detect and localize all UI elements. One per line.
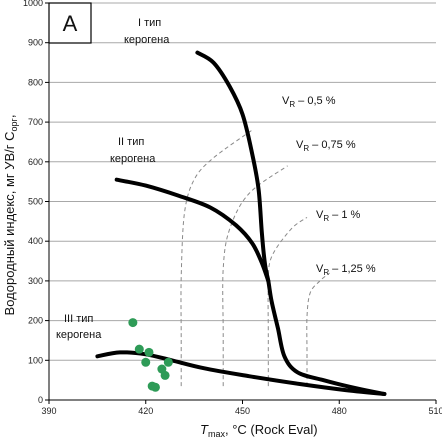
x-tick-label-390: 390 [41, 406, 56, 416]
sample-point-2 [144, 347, 154, 357]
y-tick-label-0: 0 [38, 395, 43, 405]
y-tick-label-600: 600 [28, 157, 43, 167]
panel-label-box [48, 2, 92, 44]
sample-point-1 [134, 344, 144, 354]
x-axis-title: Tmax, °C (Rock Eval) [200, 422, 318, 439]
grid-lines [49, 2, 436, 361]
isoline-label-2: VR – 1 % [316, 209, 361, 223]
isolines [180, 129, 330, 387]
sample-point-0 [128, 318, 138, 328]
kerogen-type-2-line2: керогена [110, 153, 156, 165]
y-tick-label-400: 400 [28, 236, 43, 246]
kerogen-type-1-line2: керогена [124, 34, 170, 46]
sample-point-6 [160, 370, 170, 380]
x-tick-label-510: 510 [428, 406, 442, 416]
x-tick-label-480: 480 [332, 406, 347, 416]
kerogen-type-1-line1: I тип [138, 17, 161, 29]
x-tick-label-420: 420 [138, 406, 153, 416]
y-tick-label-500: 500 [28, 197, 43, 207]
sample-point-4 [163, 357, 173, 367]
y-tick-label-700: 700 [28, 117, 43, 127]
samples [128, 318, 173, 392]
kerogen-type-3-line1: III тип [64, 313, 93, 325]
x-tick-labels: 390 420 450 480 510 [41, 406, 442, 416]
y-axis-title: Водородный индекс, мг УВ/г Cорг, [2, 115, 19, 316]
kerogen-curves [95, 50, 387, 396]
isoline-label-3: VR – 1,25 % [316, 263, 376, 277]
y-tick-label-100: 100 [28, 355, 43, 365]
sample-point-8 [150, 382, 160, 392]
kerogen-type-2-line1: II тип [118, 136, 144, 148]
y-tick-labels: 0 100 200 300 400 500 600 700 800 900 1000 [23, 0, 43, 405]
y-tick-label-300: 300 [28, 276, 43, 286]
kerogen-curve-type-II [114, 177, 271, 283]
y-tick-label-200: 200 [28, 316, 43, 326]
y-tick-label-800: 800 [28, 77, 43, 87]
isoline-3 [306, 272, 330, 387]
panel-label: А [63, 11, 78, 36]
axes [45, 2, 437, 404]
x-tick-label-450: 450 [235, 406, 250, 416]
kerogen-curve-type-III [95, 350, 387, 396]
isoline-2 [267, 216, 308, 387]
isoline-0 [180, 129, 253, 387]
kerogen-type-3-line2: керогена [56, 329, 102, 341]
y-tick-label-900: 900 [28, 38, 43, 48]
isoline-1 [222, 165, 288, 387]
isoline-label-0: VR – 0,5 % [282, 95, 336, 109]
sample-point-3 [141, 357, 151, 367]
isoline-label-1: VR – 0,75 % [296, 139, 356, 153]
y-tick-label-1000: 1000 [23, 0, 43, 8]
